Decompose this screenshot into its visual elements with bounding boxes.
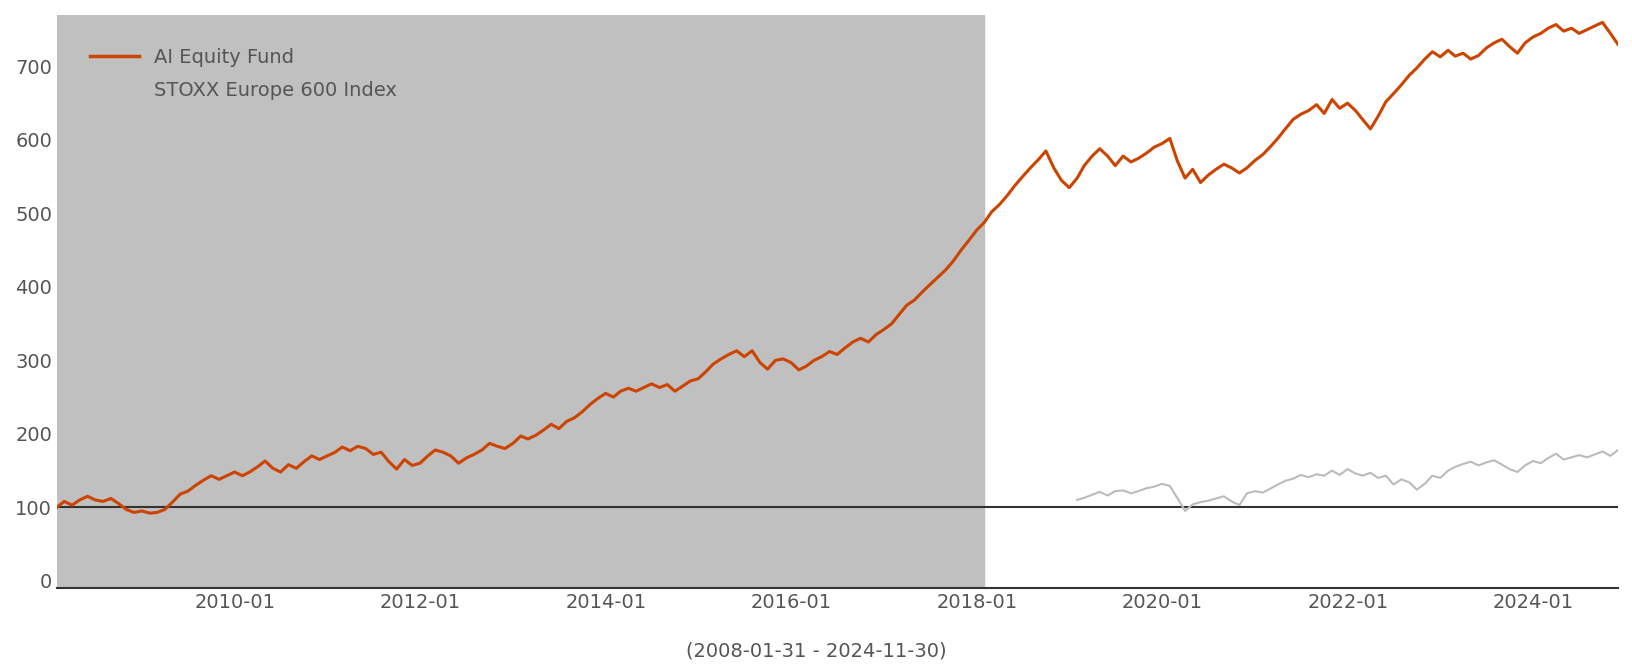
Legend: AI Equity Fund, STOXX Europe 600 Index: AI Equity Fund, STOXX Europe 600 Index [67, 25, 419, 123]
Bar [57, 15, 984, 588]
Text: (2008-01-31 - 2024-11-30): (2008-01-31 - 2024-11-30) [685, 642, 947, 660]
